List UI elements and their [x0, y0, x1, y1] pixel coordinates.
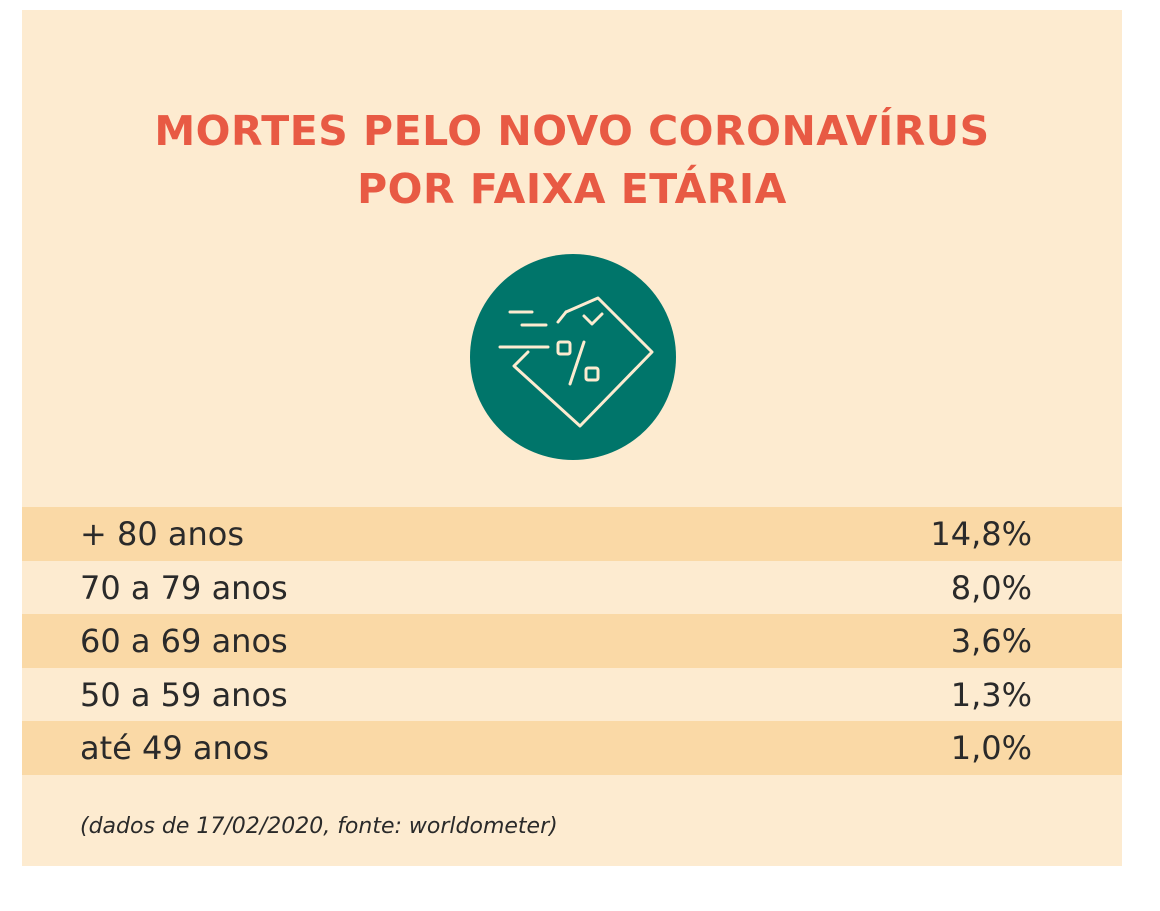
age-range-label: 70 a 79 anos [80, 568, 288, 607]
mortality-rate-value: 3,6% [950, 622, 1032, 661]
mortality-rate-value: 8,0% [950, 568, 1032, 607]
table-row: 60 a 69 anos 3,6% [22, 614, 1122, 668]
age-mortality-table: + 80 anos 14,8% 70 a 79 anos 8,0% 60 a 69 an… [22, 507, 1122, 775]
table-row: 70 a 79 anos 8,0% [22, 561, 1122, 615]
title-line-1: MORTES PELO NOVO CORONAVÍRUS [154, 107, 990, 155]
icon-circle [470, 254, 676, 460]
footnote: (dados de 17/02/2020, fonte: worldometer… [80, 814, 558, 839]
mortality-rate-value: 1,3% [950, 675, 1032, 714]
age-range-label: até 49 anos [80, 729, 270, 768]
age-range-label: 60 a 69 anos [80, 622, 288, 661]
mortality-rate-value: 14,8% [930, 515, 1032, 553]
mortality-rate-value: 1,0% [950, 729, 1032, 768]
age-range-label: + 80 anos [80, 515, 245, 553]
table-row: + 80 anos 14,8% [22, 507, 1122, 561]
table-row: 50 a 59 anos 1,3% [22, 668, 1122, 722]
price-tag-percent-icon [470, 254, 676, 460]
infographic-card: MORTES PELO NOVO CORONAVÍRUS POR FAIXA E… [22, 10, 1122, 866]
age-range-label: 50 a 59 anos [80, 675, 288, 714]
table-row: até 49 anos 1,0% [22, 721, 1122, 775]
chart-title: MORTES PELO NOVO CORONAVÍRUS POR FAIXA E… [22, 102, 1122, 218]
title-line-2: POR FAIXA ETÁRIA [357, 165, 787, 213]
